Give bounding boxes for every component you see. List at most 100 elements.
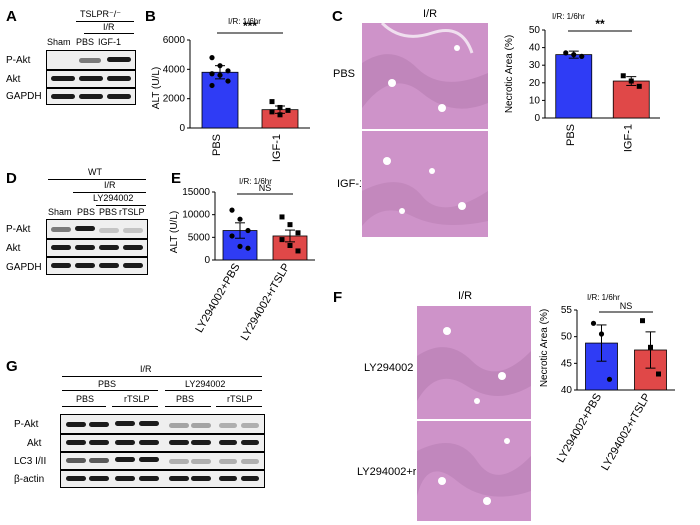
panel-label-a: A	[6, 8, 17, 25]
data-point	[279, 214, 285, 220]
liver-histology-image	[361, 22, 489, 130]
ir-label: I/R	[140, 364, 152, 374]
ir-line	[73, 192, 146, 193]
y-tick-label: 5000	[188, 232, 211, 243]
y-tick-label: 0	[204, 255, 210, 266]
chart-subtitle: I/R: 1/6hr	[552, 12, 585, 21]
y-axis-label: Necrotic Area (%)	[539, 309, 550, 387]
data-point	[285, 107, 291, 113]
panel-label-e: E	[171, 170, 182, 187]
chart-b: I/R: 1/6hr ALT (U/L) 0 2000 4000 6000 PBS IGF…	[151, 17, 310, 162]
significance-label: NS	[259, 183, 272, 193]
panel-label-d: D	[6, 170, 17, 187]
lane-line	[112, 406, 158, 407]
data-point	[209, 55, 215, 61]
data-point	[269, 109, 275, 115]
y-tick-label: 55	[561, 305, 573, 316]
micrograph-title: I/R	[423, 8, 438, 20]
data-point	[237, 243, 243, 249]
y-axis-label: ALT (U/L)	[169, 211, 180, 253]
data-point	[636, 83, 642, 89]
data-point	[295, 248, 301, 254]
inhibitor-line	[96, 205, 146, 206]
row-label: IGF-1	[337, 178, 366, 190]
data-point	[648, 344, 653, 350]
chart-e: I/R: 1/6hr ALT (U/L) 0 5000 10000 15000 LY29…	[169, 177, 315, 343]
x-tick-label: IGF-1	[271, 134, 283, 162]
y-tick-label: 45	[561, 358, 573, 369]
row-label: P-Akt	[14, 419, 39, 430]
ir-label: I/R	[104, 180, 116, 190]
y-tick-label: 6000	[163, 35, 186, 46]
row-label: Akt	[27, 438, 42, 449]
row-label: β-actin	[14, 474, 45, 485]
y-tick-label: 40	[561, 385, 573, 396]
data-point	[245, 245, 251, 251]
lane-label: IGF-1	[98, 37, 122, 47]
data-point	[237, 216, 243, 222]
row-label: PBS	[333, 68, 356, 80]
y-axis-label: ALT (U/L)	[151, 67, 162, 109]
lane-label: PBS	[99, 207, 118, 217]
western-blot-band-row	[60, 470, 265, 488]
x-tick-label: LY294002+rTSLP	[599, 392, 653, 473]
western-blot-band-row	[60, 452, 265, 470]
chart-f: I/R: 1/6hr Necrotic Area (%) 40 45 50 55 LY2…	[539, 293, 675, 473]
chart-c: I/R: 1/6hr Necrotic Area (%) 0 10 20 30 40 50…	[504, 12, 660, 152]
lane-line	[62, 406, 106, 407]
chart-subtitle: I/R: 1/6hr	[239, 177, 272, 186]
data-point	[287, 242, 293, 248]
data-point	[279, 237, 285, 243]
western-blot-band-row	[46, 50, 136, 70]
panel-label-c: C	[332, 8, 343, 25]
data-point	[277, 112, 283, 118]
data-point	[229, 233, 235, 239]
chart-subtitle: I/R: 1/6hr	[228, 17, 261, 26]
lane-label: Sham	[48, 207, 72, 217]
data-point	[606, 376, 613, 382]
data-point	[590, 320, 597, 326]
panel-label-f: F	[333, 289, 343, 306]
data-point	[620, 73, 626, 79]
western-blot-band-row	[46, 219, 148, 239]
data-point	[269, 99, 275, 105]
data-point	[225, 78, 231, 84]
data-point	[287, 222, 293, 228]
y-tick-label: 10000	[182, 210, 210, 221]
y-tick-label: 20	[529, 78, 541, 89]
group-label: PBS	[98, 379, 117, 389]
x-tick-label: LY294002+PBS	[555, 392, 604, 465]
data-point	[245, 227, 251, 234]
lane-label: PBS	[76, 394, 95, 404]
ir-line	[62, 376, 262, 377]
data-point	[229, 207, 235, 213]
ir-label: I/R	[103, 22, 115, 32]
x-tick-label: LY294002+PBS	[193, 262, 242, 335]
genotype-label: WT	[88, 167, 102, 177]
western-blot-band-row	[46, 70, 136, 88]
y-tick-label: 4000	[163, 64, 186, 75]
significance-label: **	[595, 17, 605, 31]
data-point	[209, 82, 215, 89]
lane-label: rTSLP	[124, 394, 150, 404]
western-blot-band-row	[46, 257, 148, 275]
ir-line	[84, 33, 134, 34]
lane-line	[216, 406, 262, 407]
genotype-label: TSLPR⁻/⁻	[80, 9, 122, 19]
chart-subtitle: I/R: 1/6hr	[587, 293, 620, 302]
data-point	[598, 331, 605, 337]
data-point	[209, 71, 215, 77]
data-point	[277, 104, 283, 110]
inhibitor-label: LY294002	[93, 193, 134, 203]
row-label: P-Akt	[6, 55, 31, 66]
lane-label: PBS	[76, 37, 95, 47]
genotype-line	[76, 21, 134, 22]
bar	[612, 80, 650, 119]
row-label: GAPDH	[6, 91, 42, 102]
group-line	[62, 390, 158, 391]
y-tick-label: 10	[529, 95, 541, 106]
lane-label: PBS	[77, 207, 96, 217]
data-point	[656, 371, 661, 377]
western-blot-band-row	[60, 434, 265, 452]
group-line	[165, 390, 262, 391]
